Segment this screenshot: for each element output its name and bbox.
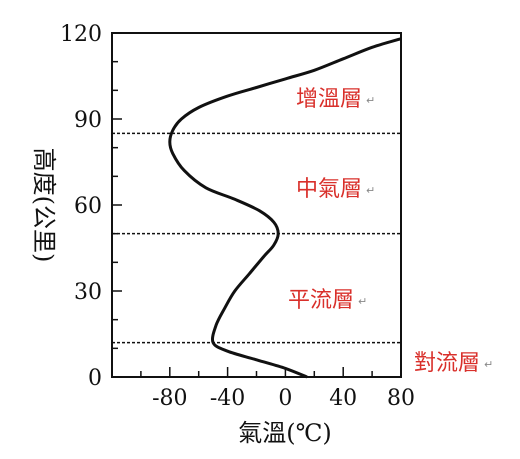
y-tick-label: 60	[74, 194, 102, 219]
layer-label-thermosphere: 增溫層	[296, 87, 362, 112]
y-tick-label: 90	[74, 108, 102, 133]
y-tick-label: 120	[60, 22, 102, 47]
x-axis-title: 氣溫(℃)	[238, 419, 332, 447]
y-tick-label: 30	[74, 280, 102, 305]
return-icon: ↵	[358, 295, 367, 308]
x-tick-label: 40	[329, 386, 357, 411]
x-tick-label: 0	[278, 386, 292, 411]
return-icon: ↵	[366, 184, 375, 197]
y-tick-label: 0	[88, 366, 102, 391]
layer-label-mesosphere: 中氣層	[296, 177, 362, 202]
plot-frame	[111, 32, 402, 378]
x-tick-label: -40	[210, 386, 245, 411]
return-icon: ↵	[484, 358, 493, 371]
return-icon: ↵	[366, 94, 375, 107]
x-tick-label: -80	[152, 386, 187, 411]
layer-label-stratosphere: 平流層	[288, 288, 354, 313]
y-axis-title: 高度(公里)	[30, 148, 58, 263]
x-tick-label: 80	[387, 386, 415, 411]
temperature-profile-line	[168, 37, 402, 379]
layer-label-troposphere: 對流層	[414, 351, 480, 376]
